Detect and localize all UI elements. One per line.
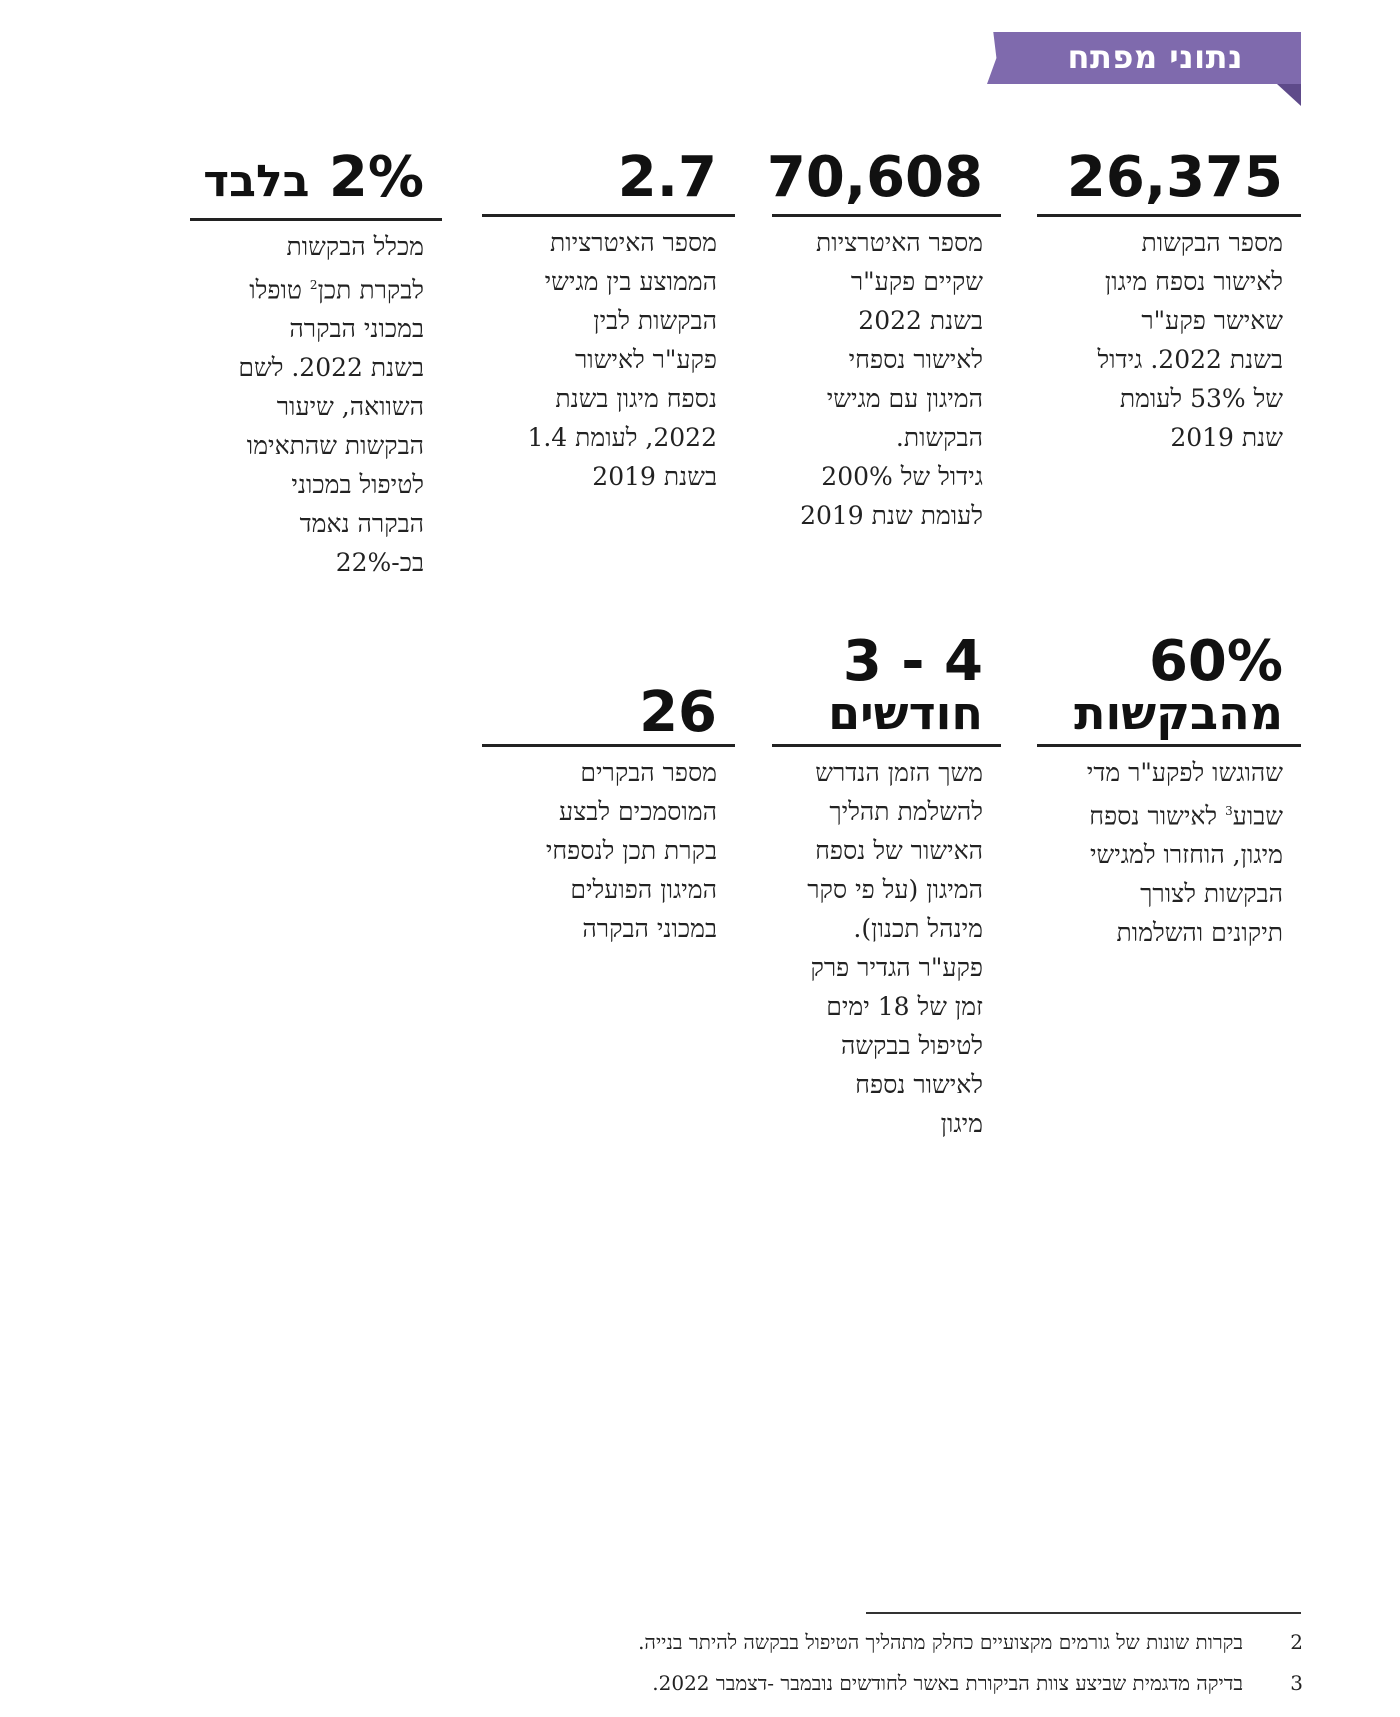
section-header-tab: נתוני מפתח — [987, 32, 1301, 84]
stat-iterations-average: 2.7 מספר האיטרציות הממוצע בין מגישי הבקש… — [482, 148, 735, 496]
stat-divider — [482, 744, 735, 747]
footnote-number: 2 — [1290, 1630, 1303, 1654]
stat-value: 26 — [639, 680, 717, 745]
stat-requests-returned: 60% מהבקשות שהוגשו לפקע"ר מדי שבוע3 לאיש… — [1037, 629, 1301, 952]
footnote-number: 3 — [1290, 1671, 1303, 1695]
footnote-text: בקרות שונות של גורמים מקצועיים כחלק מתהל… — [638, 1630, 1243, 1654]
footnote-separator — [866, 1612, 1301, 1614]
stat-divider — [1037, 214, 1301, 217]
footnote-ref-2: 2 — [309, 278, 318, 292]
stat-value: 2.7 — [617, 145, 717, 210]
stat-value: 60% מהבקשות — [1074, 629, 1283, 740]
stat-divider — [190, 218, 442, 221]
stat-divider — [482, 214, 735, 217]
stat-value-number: 2% — [328, 145, 424, 210]
stat-description: שהוגשו לפקע"ר מדי שבוע3 לאישור נספח מיגו… — [1086, 758, 1283, 948]
stat-value: 70,608 — [766, 145, 983, 210]
stat-value: 2% בלבד — [190, 148, 442, 212]
header-tab-fold — [1277, 84, 1301, 106]
stat-value-word: בלבד — [203, 156, 310, 207]
stat-value: 3 - 4 חודשים — [828, 629, 983, 740]
stat-description: מכלל הבקשות לבקרת תכן2 טופלו במכוני הבקר… — [238, 232, 424, 578]
stat-description: מספר הבקרים המוסמכים לבצע בקרת תכן לנספח… — [545, 758, 717, 943]
footnote-3: 3 בדיקה מדגמית שביצע צוות הביקורת באשר לח… — [403, 1671, 1303, 1696]
stat-divider — [1037, 744, 1301, 747]
stat-approval-duration: 3 - 4 חודשים משך הזמן הנדרש להשלמת תהליך… — [772, 629, 1001, 1143]
stat-description: מספר הבקשות לאישור נספח מיגון שאישר פקע"… — [1097, 228, 1283, 452]
footnote-2: 2 בקרות שונות של גורמים מקצועיים כחלק מתה… — [403, 1630, 1303, 1655]
stat-certified-controllers: 26 מספר הבקרים המוסמכים לבצע בקרת תכן לנ… — [482, 636, 735, 948]
stat-divider — [772, 214, 1001, 217]
footnote-text: בדיקה מדגמית שביצע צוות הביקורת באשר לחו… — [652, 1671, 1243, 1695]
section-title: נתוני מפתח — [1067, 38, 1243, 76]
stat-divider — [772, 744, 1001, 747]
stat-description: מספר האיטרציות הממוצע בין מגישי הבקשות ל… — [527, 228, 717, 491]
footnote-ref-3: 3 — [1225, 804, 1233, 818]
stat-description: מספר האיטרציות שקיים פקע"ר בשנת 2022 לאי… — [800, 228, 983, 530]
stat-iterations-total: 70,608 מספר האיטרציות שקיים פקע"ר בשנת 2… — [766, 145, 1001, 535]
stat-description: משך הזמן הנדרש להשלמת תהליך האישור של נס… — [807, 758, 983, 1138]
stat-requests-approved: 26,375 מספר הבקשות לאישור נספח מיגון שאי… — [1037, 148, 1301, 457]
stat-control-institutes-share: 2% בלבד מכלל הבקשות לבקרת תכן2 טופלו במכ… — [190, 148, 442, 582]
stat-value: 26,375 — [1066, 145, 1283, 210]
